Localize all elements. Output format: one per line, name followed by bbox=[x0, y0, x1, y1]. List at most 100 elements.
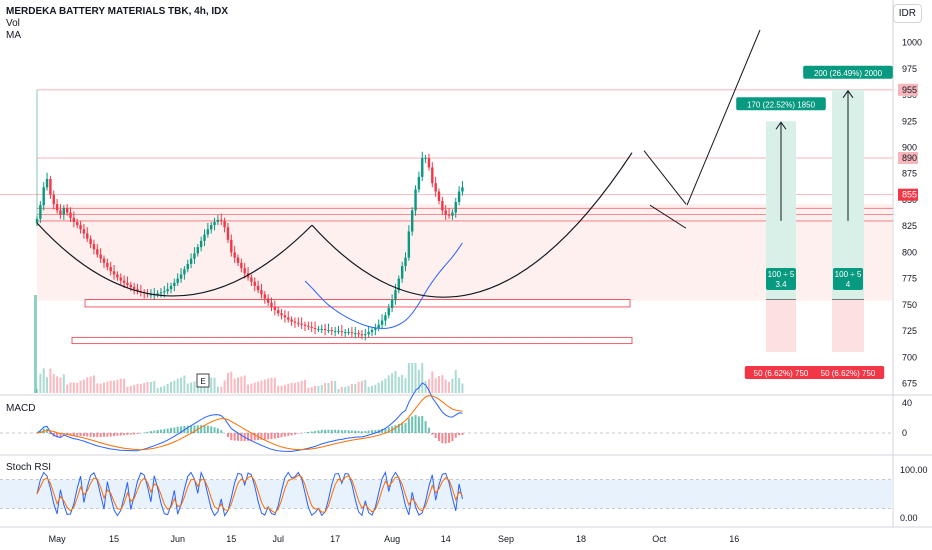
macd-histogram-bar bbox=[173, 427, 176, 433]
macd-histogram-bar bbox=[340, 430, 343, 433]
candle-body bbox=[129, 284, 132, 288]
macd-histogram-bar bbox=[411, 416, 414, 433]
volume-bar bbox=[176, 378, 179, 393]
stop-zone-1 bbox=[832, 299, 864, 353]
volume-bar bbox=[330, 380, 333, 393]
stoch-d-line bbox=[36, 474, 463, 514]
candle-body bbox=[307, 325, 310, 327]
candle-body bbox=[86, 233, 89, 239]
volume-bar bbox=[454, 370, 457, 393]
macd-histogram-bar bbox=[103, 433, 105, 437]
macd-histogram-bar bbox=[149, 431, 152, 433]
macd-histogram-bar bbox=[220, 430, 223, 433]
candle-body bbox=[136, 289, 139, 292]
volume-bar bbox=[310, 386, 313, 393]
candle-body bbox=[179, 274, 183, 279]
volume-bar bbox=[66, 384, 69, 393]
macd-histogram-bar bbox=[280, 433, 283, 438]
candle-body bbox=[394, 290, 397, 300]
volume-bar bbox=[216, 386, 219, 393]
price-tick-label: 825 bbox=[902, 221, 917, 231]
macd-tick-label: 40 bbox=[902, 398, 912, 408]
macd-histogram-bar bbox=[421, 416, 424, 433]
macd-histogram-bar bbox=[190, 425, 193, 433]
candle-body bbox=[310, 326, 313, 328]
macd-histogram-bar bbox=[176, 426, 179, 433]
volume-bar bbox=[381, 380, 384, 393]
candle-body bbox=[109, 267, 112, 272]
candle-body bbox=[414, 189, 417, 211]
candle-body bbox=[186, 263, 189, 270]
macd-histogram-bar bbox=[417, 416, 420, 433]
volume-bar bbox=[237, 377, 239, 393]
volume-bar bbox=[401, 374, 404, 393]
rr-badge-top-0: 100 ÷ 5 bbox=[768, 270, 795, 279]
earnings-marker bbox=[196, 373, 210, 388]
candle-body bbox=[69, 212, 72, 218]
macd-histogram-bar bbox=[213, 427, 216, 433]
candle-body bbox=[256, 285, 260, 291]
candle-body bbox=[447, 214, 451, 216]
candle-body bbox=[390, 299, 394, 308]
candle-body bbox=[400, 266, 404, 279]
candle-body bbox=[243, 268, 246, 274]
candle-body bbox=[176, 278, 179, 283]
price-tick-label: 975 bbox=[902, 64, 917, 74]
volume-bar bbox=[89, 376, 92, 393]
macd-histogram-bar bbox=[56, 433, 59, 438]
candle-body bbox=[193, 253, 196, 259]
volume-bar bbox=[360, 380, 363, 393]
macd-histogram-bar bbox=[330, 429, 333, 433]
candle-body bbox=[303, 324, 307, 326]
moving-average-line bbox=[304, 242, 463, 329]
candle-body bbox=[99, 254, 102, 259]
macd-histogram-bar bbox=[367, 430, 370, 433]
level-badge-890 bbox=[898, 151, 918, 164]
candle-body bbox=[213, 221, 216, 226]
macd-histogram-bar bbox=[186, 425, 189, 433]
macd-histogram-bar bbox=[193, 425, 196, 433]
candle-body bbox=[364, 334, 367, 336]
time-axis-label: 14 bbox=[441, 534, 451, 544]
candle-body bbox=[260, 290, 263, 295]
candle-body bbox=[116, 274, 119, 278]
volume-bar bbox=[347, 386, 350, 393]
volume-bar bbox=[149, 382, 152, 393]
price-tick-label: 800 bbox=[902, 247, 917, 257]
macd-histogram-bar bbox=[203, 425, 206, 433]
candle-body bbox=[350, 332, 354, 334]
candle-body bbox=[320, 328, 323, 330]
candle-body bbox=[297, 322, 300, 324]
macd-histogram-bar bbox=[434, 433, 437, 439]
stop-tag-bg-1 bbox=[811, 366, 885, 379]
volume-bar bbox=[451, 378, 454, 393]
candle-body bbox=[230, 239, 233, 253]
volume-bar bbox=[448, 381, 451, 393]
candle-body bbox=[183, 269, 186, 275]
volume-bar bbox=[69, 382, 72, 393]
price-tick-label: 875 bbox=[902, 169, 917, 179]
stop-tag-text-1: 50 (6.62%) 750 bbox=[821, 369, 876, 378]
macd-histogram-bar bbox=[159, 429, 162, 433]
level-badge-955 bbox=[898, 83, 918, 96]
candle-body bbox=[102, 258, 106, 263]
macd-histogram-bar bbox=[163, 429, 166, 433]
vol-label: Vol bbox=[6, 18, 20, 29]
macd-histogram-bar bbox=[444, 433, 447, 444]
volume-bar bbox=[186, 383, 189, 393]
macd-histogram-bar bbox=[76, 433, 79, 436]
volume-bar bbox=[42, 368, 45, 393]
volume-bar bbox=[307, 387, 310, 393]
volume-bar bbox=[391, 373, 394, 393]
candle-body bbox=[404, 257, 407, 267]
time-axis-label: 16 bbox=[729, 534, 739, 544]
macd-histogram-bar bbox=[233, 433, 236, 441]
macd-histogram-bar bbox=[273, 433, 276, 439]
currency-badge[interactable]: IDR bbox=[892, 4, 922, 23]
projection-line bbox=[686, 29, 761, 206]
macd-histogram-bar bbox=[314, 431, 317, 433]
macd-histogram-bar bbox=[454, 433, 457, 438]
macd-histogram-bar bbox=[146, 431, 149, 433]
macd-histogram-bar bbox=[46, 428, 49, 433]
